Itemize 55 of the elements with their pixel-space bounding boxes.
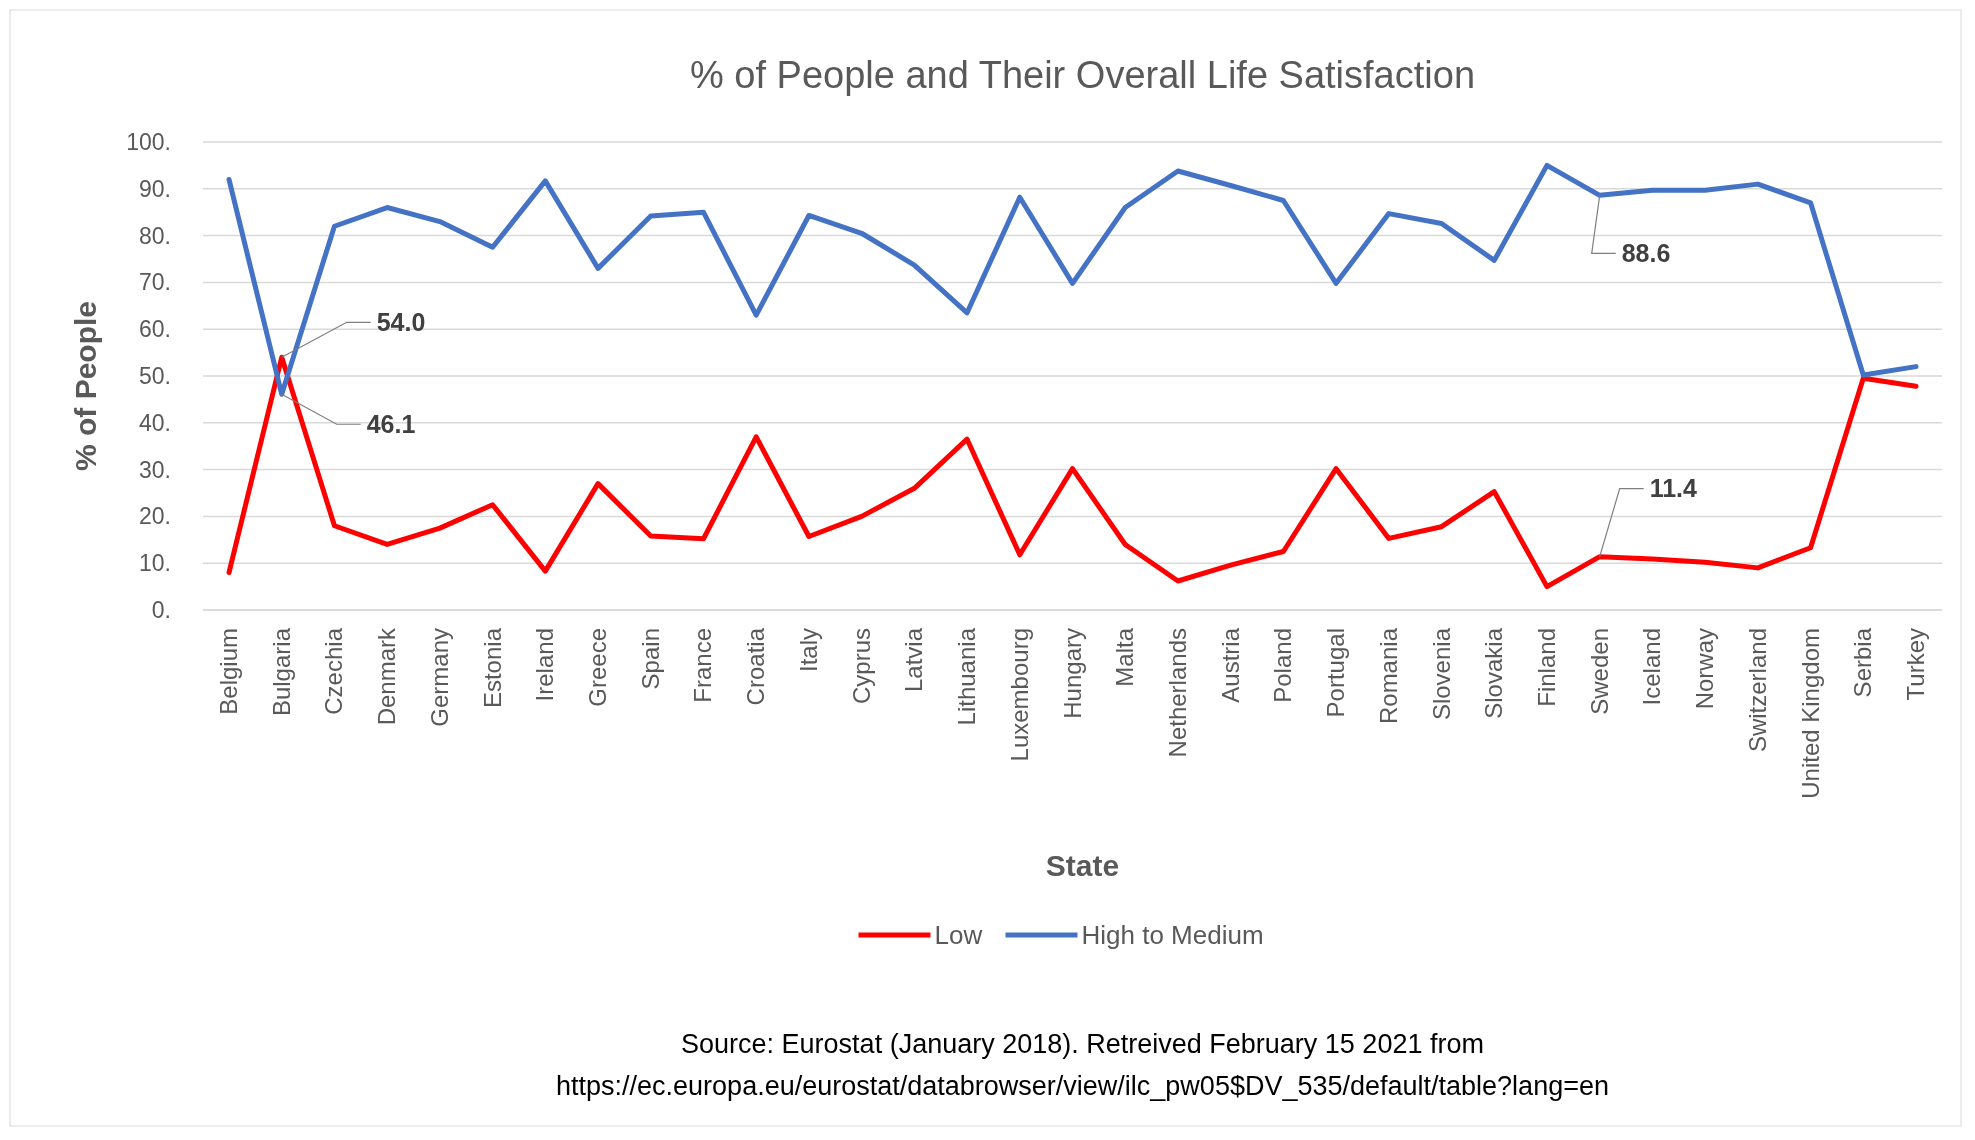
chart-title: % of People and Their Overall Life Satisfaction (689, 54, 1476, 96)
legend-label: High to Medium (1081, 920, 1264, 951)
x-tick-label: Poland (1269, 628, 1297, 703)
y-tick-label: 0. (151, 597, 171, 624)
x-tick-label: Spain (636, 628, 664, 690)
y-tick-label: 100. (126, 129, 171, 156)
legend-label: Low (934, 920, 983, 951)
x-tick-label: Denmark (373, 627, 401, 726)
y-tick-label: 20. (139, 503, 171, 530)
x-tick-label: Iceland (1638, 628, 1666, 706)
x-tick-label: Greece (584, 628, 612, 707)
y-tick-label: 40. (139, 409, 171, 436)
y-axis-title: % of People (69, 300, 102, 472)
x-tick-label: Lithuania (953, 627, 981, 726)
y-tick-label: 90. (139, 175, 171, 202)
x-tick-label: Luxembourg (1005, 628, 1033, 762)
x-tick-label: Portugal (1322, 628, 1350, 718)
x-tick-label: United Kingdom (1796, 628, 1824, 799)
x-tick-label: Serbia (1849, 627, 1877, 698)
x-tick-label: Czechia (320, 627, 348, 715)
x-tick-label: Romania (1374, 627, 1402, 725)
x-tick-label: Ireland (531, 628, 559, 702)
x-tick-label: Malta (1111, 627, 1139, 687)
x-tick-label: Austria (1216, 627, 1244, 703)
x-tick-label: Sweden (1585, 628, 1613, 715)
source-note: Source: Eurostat (January 2018). Retreived February 15 2021 from (681, 1029, 1484, 1059)
x-tick-label: Switzerland (1743, 628, 1771, 753)
x-tick-label: Germany (425, 628, 453, 727)
y-tick-label: 70. (139, 269, 171, 296)
x-tick-label: Norway (1691, 628, 1719, 710)
x-tick-label: Finland (1532, 628, 1560, 707)
x-axis-title: State (1045, 849, 1120, 882)
y-tick-label: 10. (139, 550, 171, 577)
x-tick-label: Estonia (478, 627, 506, 709)
y-tick-label: 50. (139, 363, 171, 390)
x-tick-label: Cyprus (847, 628, 875, 705)
x-tick-label: Slovakia (1480, 627, 1508, 719)
y-tick-label: 60. (139, 316, 171, 343)
annotation: 88.6 (1621, 239, 1671, 268)
x-tick-label: Slovenia (1427, 627, 1455, 721)
x-tick-label: Netherlands (1163, 628, 1191, 758)
y-tick-label: 30. (139, 456, 171, 483)
annotation: 11.4 (1649, 474, 1698, 503)
x-tick-label: Belgium (215, 628, 242, 715)
x-tick-label: Hungary (1058, 628, 1086, 719)
x-tick-label: Italy (794, 628, 822, 673)
x-tick-label: France (689, 628, 717, 703)
x-tick-label: Bulgaria (267, 627, 295, 717)
x-tick-label: Latvia (900, 627, 928, 693)
y-tick-label: 80. (139, 222, 171, 249)
text: https://ec.europa.eu/eurostat/databrowser/view/ilc_pw05$DV_535/default/table?lang=en (556, 1071, 1609, 1101)
annotation: 54.0 (376, 308, 426, 337)
x-tick-label: Turkey (1902, 628, 1929, 701)
x-tick-label: Croatia (742, 627, 770, 706)
annotation: 46.1 (366, 410, 416, 438)
